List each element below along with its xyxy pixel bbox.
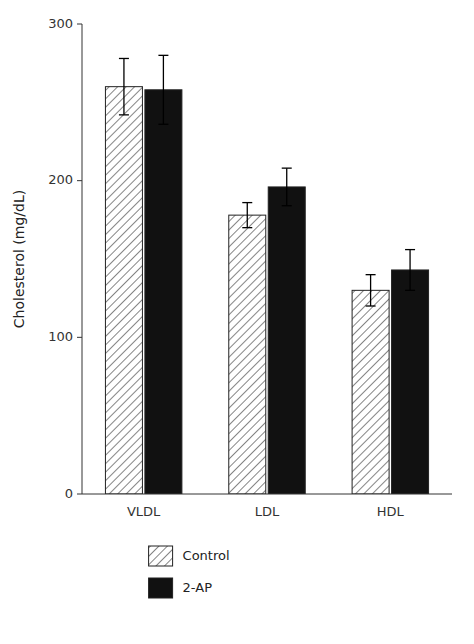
error-bar bbox=[366, 275, 376, 306]
bar bbox=[145, 90, 182, 494]
legend: Control 2-AP bbox=[149, 546, 230, 598]
x-tick-label: VLDL bbox=[127, 504, 161, 519]
bar bbox=[105, 87, 142, 494]
axes: 0 100 200 300 VLDL LDL HDL bbox=[48, 16, 452, 520]
bar bbox=[392, 270, 429, 494]
legend-label: Control bbox=[183, 548, 230, 563]
bars bbox=[105, 55, 428, 494]
x-tick-label: HDL bbox=[377, 504, 405, 519]
x-axis-line bbox=[82, 494, 452, 495]
chart: 0 100 200 300 VLDL LDL HDL Cholesterol (mg/dL) C… bbox=[0, 0, 474, 644]
y-tick-label: 200 bbox=[48, 172, 73, 187]
y-tick bbox=[77, 337, 82, 338]
y-tick-label: 100 bbox=[48, 329, 73, 344]
y-tick-label: 300 bbox=[48, 16, 73, 31]
error-bar bbox=[282, 168, 292, 206]
legend-swatch bbox=[149, 546, 173, 566]
x-tick-label: LDL bbox=[255, 504, 280, 519]
y-tick bbox=[77, 180, 82, 181]
y-tick bbox=[77, 494, 82, 495]
y-axis-label: Cholesterol (mg/dL) bbox=[11, 190, 27, 328]
error-bar bbox=[119, 58, 129, 114]
y-tick bbox=[77, 24, 82, 25]
y-tick-label: 0 bbox=[65, 486, 73, 501]
bar bbox=[229, 215, 266, 494]
error-bar bbox=[405, 250, 415, 291]
bar bbox=[352, 290, 389, 494]
legend-label: 2-AP bbox=[183, 580, 213, 595]
chart-container: 0 100 200 300 VLDL LDL HDL Cholesterol (mg/dL) C… bbox=[0, 0, 474, 644]
error-bar bbox=[158, 55, 168, 124]
y-axis-line bbox=[82, 24, 83, 494]
legend-swatch bbox=[149, 578, 173, 598]
bar bbox=[268, 187, 305, 494]
error-bar bbox=[242, 203, 252, 228]
